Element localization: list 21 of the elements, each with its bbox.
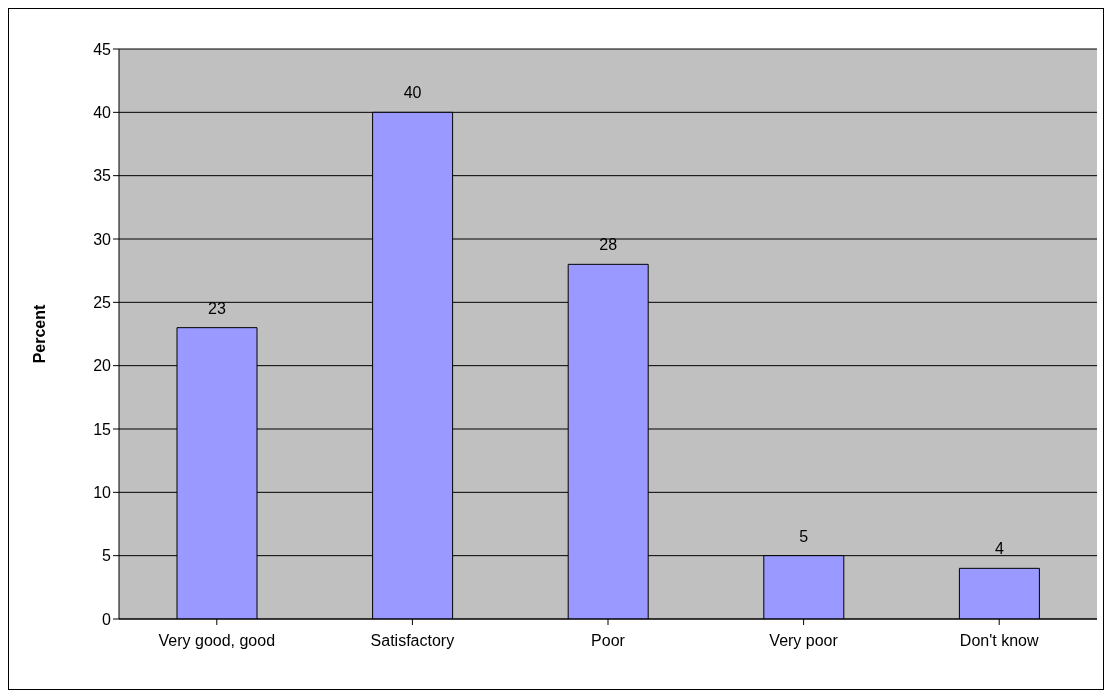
y-tick-label: 20 <box>93 357 112 375</box>
data-label: 28 <box>599 236 618 254</box>
data-label: 4 <box>994 540 1004 558</box>
y-tick-label: 40 <box>93 104 112 122</box>
x-tick-label: Poor <box>591 632 626 650</box>
y-tick-label: 5 <box>102 547 112 565</box>
y-axis-title: Percent <box>30 303 48 364</box>
x-tick-label: Very poor <box>769 632 839 650</box>
data-label: 40 <box>403 84 422 102</box>
x-tick-label: Satisfactory <box>370 632 455 650</box>
x-tick-label: Don't know <box>959 632 1039 650</box>
data-label: 23 <box>208 299 226 317</box>
y-tick-label: 10 <box>93 484 112 502</box>
x-tick-label: Very good, good <box>158 632 276 650</box>
y-tick-label: 35 <box>93 167 112 185</box>
y-tick-label: 30 <box>93 230 112 248</box>
y-tick-label: 25 <box>93 294 112 312</box>
y-tick-label: 45 <box>93 40 112 58</box>
y-tick-label: 0 <box>102 610 112 628</box>
y-tick-label: 15 <box>93 420 112 438</box>
data-label: 5 <box>799 527 809 545</box>
